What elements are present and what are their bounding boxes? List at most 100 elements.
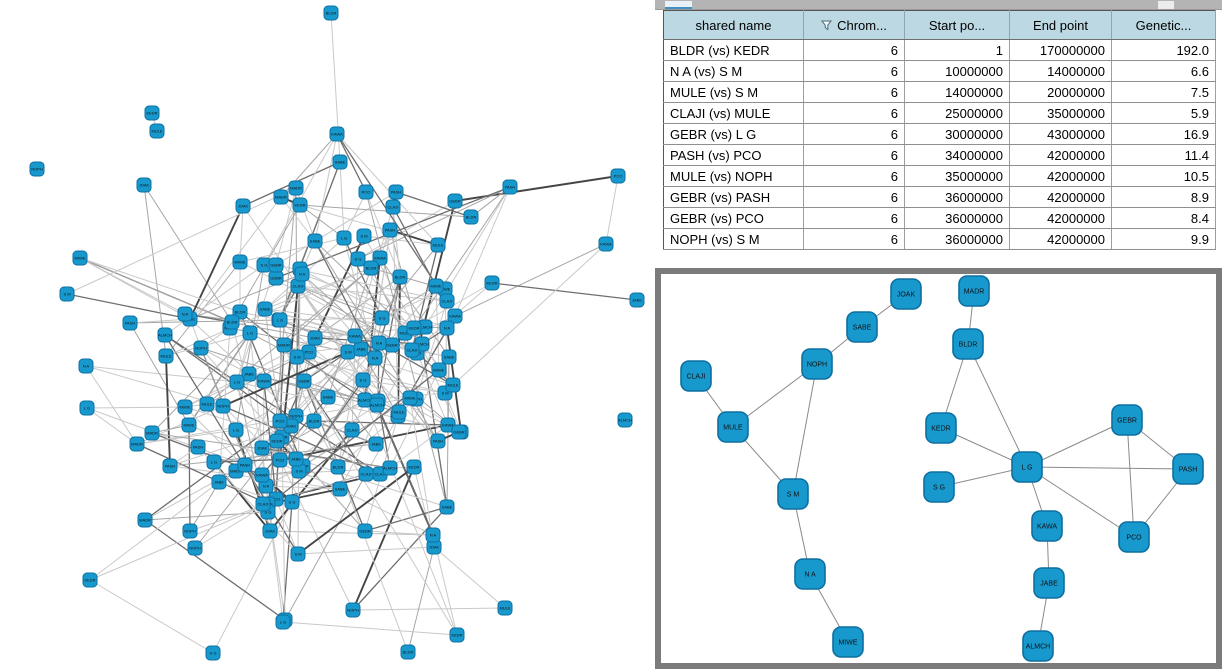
network-node[interactable]: S G	[923, 471, 955, 503]
network-edge[interactable]	[169, 425, 292, 467]
network-edge[interactable]	[360, 348, 399, 417]
network-node[interactable]: JABE	[353, 341, 369, 357]
table-row[interactable]: CLAJI (vs) MULE 6 25000000 35000000 5.9	[663, 102, 1216, 124]
network-node[interactable]: JABE	[368, 436, 384, 452]
network-edge[interactable]	[269, 530, 434, 536]
network-node[interactable]: MULE	[149, 123, 165, 139]
network-node[interactable]: S G	[355, 372, 371, 388]
network-node[interactable]: L G	[228, 422, 244, 438]
network-edge[interactable]	[308, 351, 460, 433]
network-node[interactable]: NOPH	[193, 340, 209, 356]
network-edge[interactable]	[239, 237, 345, 263]
network-node[interactable]: GEBR	[268, 257, 284, 273]
network-edge[interactable]	[144, 519, 286, 621]
network-edge[interactable]	[299, 204, 345, 239]
network-edge[interactable]	[275, 498, 299, 555]
network-edge[interactable]	[89, 579, 214, 654]
network-node[interactable]: KEDR	[484, 275, 500, 291]
network-node[interactable]: PCO	[272, 413, 288, 429]
network-edge[interactable]	[433, 546, 506, 609]
network-node[interactable]: S M	[59, 286, 75, 302]
network-edge[interactable]	[296, 356, 409, 653]
network-node[interactable]: MIWE	[428, 278, 444, 294]
network-node[interactable]: KAWA	[347, 328, 363, 344]
network-node[interactable]: MADR	[288, 180, 304, 196]
network-node[interactable]: JOAK	[262, 523, 278, 539]
network-edge[interactable]	[136, 443, 269, 505]
network-node[interactable]: N A	[294, 266, 310, 282]
network-edge[interactable]	[89, 503, 269, 581]
network-node[interactable]: BLDR	[330, 459, 346, 475]
network-node[interactable]: GEBR	[357, 523, 373, 539]
network-node[interactable]: N A	[177, 306, 193, 322]
network-node[interactable]: PASH	[388, 184, 404, 200]
network-edge[interactable]	[389, 369, 440, 469]
table-row[interactable]: GEBR (vs) PASH 6 36000000 42000000 8.9	[663, 186, 1216, 208]
network-edge[interactable]	[395, 191, 472, 218]
network-edge[interactable]	[188, 332, 251, 426]
network-edge[interactable]	[392, 206, 401, 278]
network-edge[interactable]	[188, 424, 191, 532]
network-edge[interactable]	[343, 191, 367, 239]
network-edge[interactable]	[1126, 419, 1135, 538]
network-edge[interactable]	[409, 397, 435, 548]
network-edge[interactable]	[452, 243, 607, 386]
network-node[interactable]: S G	[350, 251, 366, 267]
column-header-startpo[interactable]: Start po...	[904, 10, 1010, 40]
network-node[interactable]: PASH	[430, 433, 446, 449]
network-edge[interactable]	[284, 473, 367, 621]
column-header-sharedname[interactable]: shared name	[663, 10, 804, 40]
network-edge[interactable]	[79, 257, 241, 313]
network-node[interactable]: CLAJI	[404, 342, 420, 358]
network-node[interactable]: L G	[79, 400, 95, 416]
network-node[interactable]: BLDR	[224, 314, 240, 330]
network-node[interactable]: S M	[290, 546, 306, 562]
table-row[interactable]: MULE (vs) S M 6 14000000 20000000 7.5	[663, 81, 1216, 103]
network-edge[interactable]	[85, 365, 138, 445]
network-node[interactable]: GEBR	[451, 424, 467, 440]
network-node[interactable]: MADR	[276, 337, 292, 353]
network-node[interactable]: KEDR	[292, 197, 308, 213]
network-edge[interactable]	[189, 205, 244, 320]
network-node[interactable]: KAWA	[329, 126, 345, 142]
network-node[interactable]: ALMCH	[1022, 630, 1054, 662]
network-edge[interactable]	[336, 133, 439, 246]
network-node[interactable]: MULE	[158, 348, 174, 364]
network-node[interactable]: CLAJI	[439, 293, 455, 309]
network-node[interactable]: BLDR	[392, 269, 408, 285]
network-node[interactable]: KAWA	[256, 373, 272, 389]
network-node[interactable]: L G	[242, 325, 258, 341]
network-edge[interactable]	[265, 485, 341, 490]
network-edge[interactable]	[85, 365, 238, 383]
network-edge[interactable]	[454, 186, 511, 317]
network-edge[interactable]	[352, 506, 448, 611]
network-edge[interactable]	[413, 186, 511, 329]
network-edge[interactable]	[792, 363, 818, 495]
network-node[interactable]: NOPH	[187, 540, 203, 556]
network-edge[interactable]	[491, 282, 638, 301]
network-node[interactable]: L G	[206, 454, 222, 470]
network-edge[interactable]	[239, 205, 244, 263]
network-edge[interactable]	[421, 343, 448, 508]
network-edge[interactable]	[424, 186, 511, 328]
table-tab-indicator[interactable]	[665, 1, 692, 9]
network-node[interactable]: PASH	[162, 458, 178, 474]
network-edge[interactable]	[89, 481, 220, 581]
network-node[interactable]: N A	[371, 335, 387, 351]
network-edge[interactable]	[302, 379, 364, 467]
network-edge[interactable]	[389, 229, 439, 246]
network-edge[interactable]	[200, 347, 304, 467]
network-node[interactable]: MULE	[199, 396, 215, 412]
network-edge[interactable]	[454, 243, 607, 317]
network-node[interactable]: S M	[340, 344, 356, 360]
table-row[interactable]: GEBR (vs) L G 6 30000000 43000000 16.9	[663, 123, 1216, 145]
network-node[interactable]: ALMCH	[382, 460, 398, 476]
network-node[interactable]: PCO	[272, 452, 288, 468]
network-node[interactable]: MIWE	[232, 254, 248, 270]
network-node[interactable]: JABE	[241, 366, 257, 382]
network-node[interactable]: MADR	[144, 425, 160, 441]
network-node[interactable]: S G	[374, 310, 390, 326]
network-node[interactable]: GEBR	[447, 193, 463, 209]
network-node[interactable]: ALMCH	[157, 327, 173, 343]
network-edge[interactable]	[297, 466, 415, 555]
